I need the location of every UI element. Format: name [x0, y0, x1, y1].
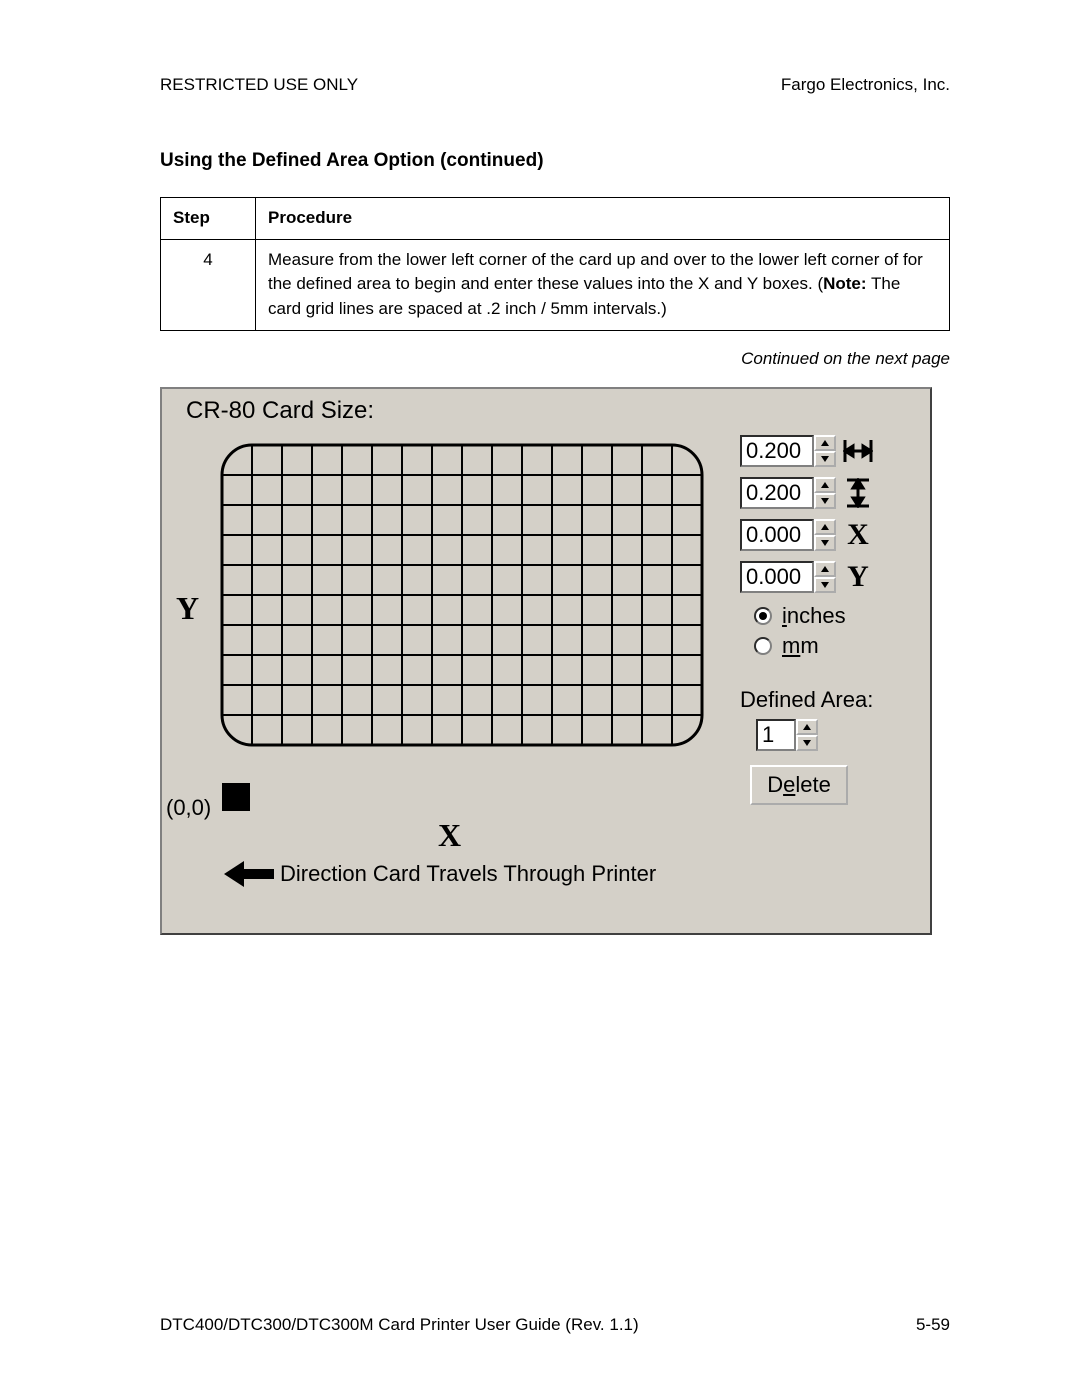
section-title: Using the Defined Area Option (continued… — [160, 150, 950, 172]
x-axis-label: X — [438, 817, 461, 854]
arrow-left-icon — [224, 861, 274, 887]
x-up-button[interactable] — [814, 519, 836, 535]
direction-row: Direction Card Travels Through Printer — [224, 861, 656, 887]
height-input[interactable] — [740, 477, 814, 509]
x-input[interactable] — [740, 519, 814, 551]
col-step: Step — [161, 198, 256, 240]
y-axis-label: Y — [176, 590, 199, 627]
mm-label: mm — [782, 633, 819, 659]
mm-radio[interactable] — [754, 637, 772, 655]
mm-radio-row[interactable]: mm — [754, 633, 920, 659]
origin-label: (0,0) — [166, 795, 211, 821]
y-down-button[interactable] — [814, 577, 836, 593]
procedure-text: Measure from the lower left corner of th… — [256, 239, 950, 330]
inches-label: inches — [782, 603, 846, 629]
footer-right: 5-59 — [916, 1315, 950, 1335]
table-header-row: Step Procedure — [161, 198, 950, 240]
card-size-panel: CR-80 Card Size: Y — [160, 387, 932, 935]
height-down-button[interactable] — [814, 493, 836, 509]
width-input[interactable] — [740, 435, 814, 467]
y-label-icon: Y — [842, 561, 874, 593]
inches-radio[interactable] — [754, 607, 772, 625]
delete-button[interactable]: Delete — [750, 765, 848, 805]
defined-up-button[interactable] — [796, 719, 818, 735]
inches-radio-row[interactable]: inches — [754, 603, 920, 629]
col-procedure: Procedure — [256, 198, 950, 240]
x-spinner — [814, 519, 836, 551]
note-label: Note: — [823, 274, 866, 293]
defined-down-button[interactable] — [796, 735, 818, 751]
step-number: 4 — [161, 239, 256, 330]
header-right: Fargo Electronics, Inc. — [781, 75, 950, 95]
direction-text: Direction Card Travels Through Printer — [280, 861, 656, 887]
y-input[interactable] — [740, 561, 814, 593]
x-label-icon: X — [842, 519, 874, 551]
page: RESTRICTED USE ONLY Fargo Electronics, I… — [0, 0, 1080, 1397]
y-control: Y — [740, 561, 920, 593]
width-control — [740, 435, 920, 467]
width-up-button[interactable] — [814, 435, 836, 451]
width-icon — [842, 435, 874, 467]
page-header: RESTRICTED USE ONLY Fargo Electronics, I… — [160, 75, 950, 95]
defined-area-row — [756, 719, 920, 751]
y-spinner — [814, 561, 836, 593]
height-spinner — [814, 477, 836, 509]
footer-left: DTC400/DTC300/DTC300M Card Printer User … — [160, 1315, 639, 1335]
defined-area-label: Defined Area: — [740, 687, 920, 713]
height-icon — [842, 477, 874, 509]
panel-title: CR-80 Card Size: — [172, 393, 920, 435]
panel-body: Y — [172, 435, 920, 915]
height-up-button[interactable] — [814, 477, 836, 493]
procedure-table: Step Procedure 4 Measure from the lower … — [160, 197, 950, 331]
height-control — [740, 477, 920, 509]
table-row: 4 Measure from the lower left corner of … — [161, 239, 950, 330]
controls-column: X Y inches mm D — [732, 435, 920, 805]
defined-area-input[interactable] — [756, 719, 796, 751]
defined-spinner — [796, 719, 818, 751]
card-grid-area: Y — [172, 435, 732, 915]
x-control: X — [740, 519, 920, 551]
origin-marker — [222, 783, 250, 811]
y-up-button[interactable] — [814, 561, 836, 577]
header-left: RESTRICTED USE ONLY — [160, 75, 358, 95]
card-grid-svg — [212, 435, 712, 755]
page-footer: DTC400/DTC300/DTC300M Card Printer User … — [160, 1315, 950, 1335]
width-down-button[interactable] — [814, 451, 836, 467]
width-spinner — [814, 435, 836, 467]
x-down-button[interactable] — [814, 535, 836, 551]
continued-text: Continued on the next page — [160, 349, 950, 369]
